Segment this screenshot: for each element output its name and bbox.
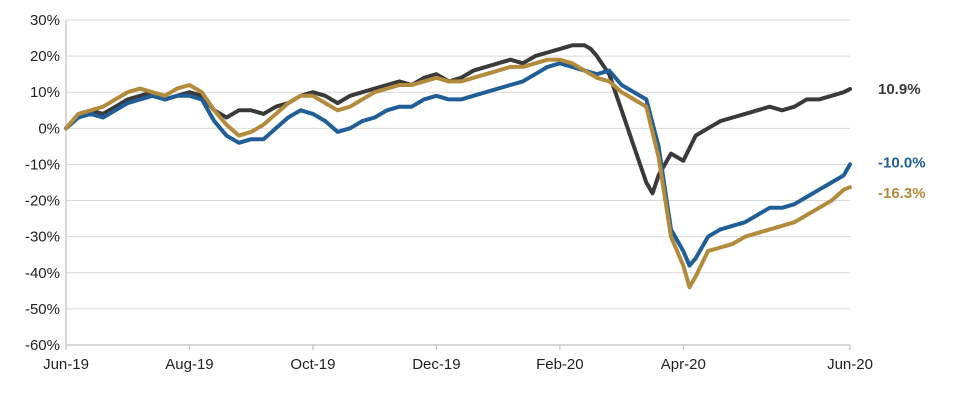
x-tick-label: Apr-20 bbox=[661, 356, 706, 373]
series-line-1 bbox=[64, 43, 852, 196]
y-tick-label: -60% bbox=[25, 337, 60, 354]
y-tick-label: 30% bbox=[30, 12, 60, 29]
y-tick-label: 0% bbox=[38, 120, 60, 137]
series-end-label: 10.9% bbox=[878, 81, 921, 98]
y-tick-label: -40% bbox=[25, 265, 60, 282]
x-tick-label: Dec-19 bbox=[412, 356, 460, 373]
x-tick-label: Feb-20 bbox=[536, 356, 584, 373]
y-tick-label: 10% bbox=[30, 84, 60, 101]
y-tick-label: -50% bbox=[25, 301, 60, 318]
y-tick-label: -20% bbox=[25, 193, 60, 210]
y-tick-label: -30% bbox=[25, 229, 60, 246]
series-line-3 bbox=[64, 57, 852, 290]
x-tick-label: Jun-19 bbox=[43, 356, 89, 373]
y-tick-label: 20% bbox=[30, 48, 60, 65]
series-line-2 bbox=[64, 61, 852, 268]
x-tick-label: Aug-19 bbox=[165, 356, 213, 373]
series-end-label: -10.0% bbox=[878, 154, 926, 171]
y-tick-label: -10% bbox=[25, 156, 60, 173]
series-end-label: -16.3% bbox=[878, 185, 926, 202]
x-tick-label: Jun-20 bbox=[827, 356, 873, 373]
x-tick-label: Oct-19 bbox=[290, 356, 335, 373]
